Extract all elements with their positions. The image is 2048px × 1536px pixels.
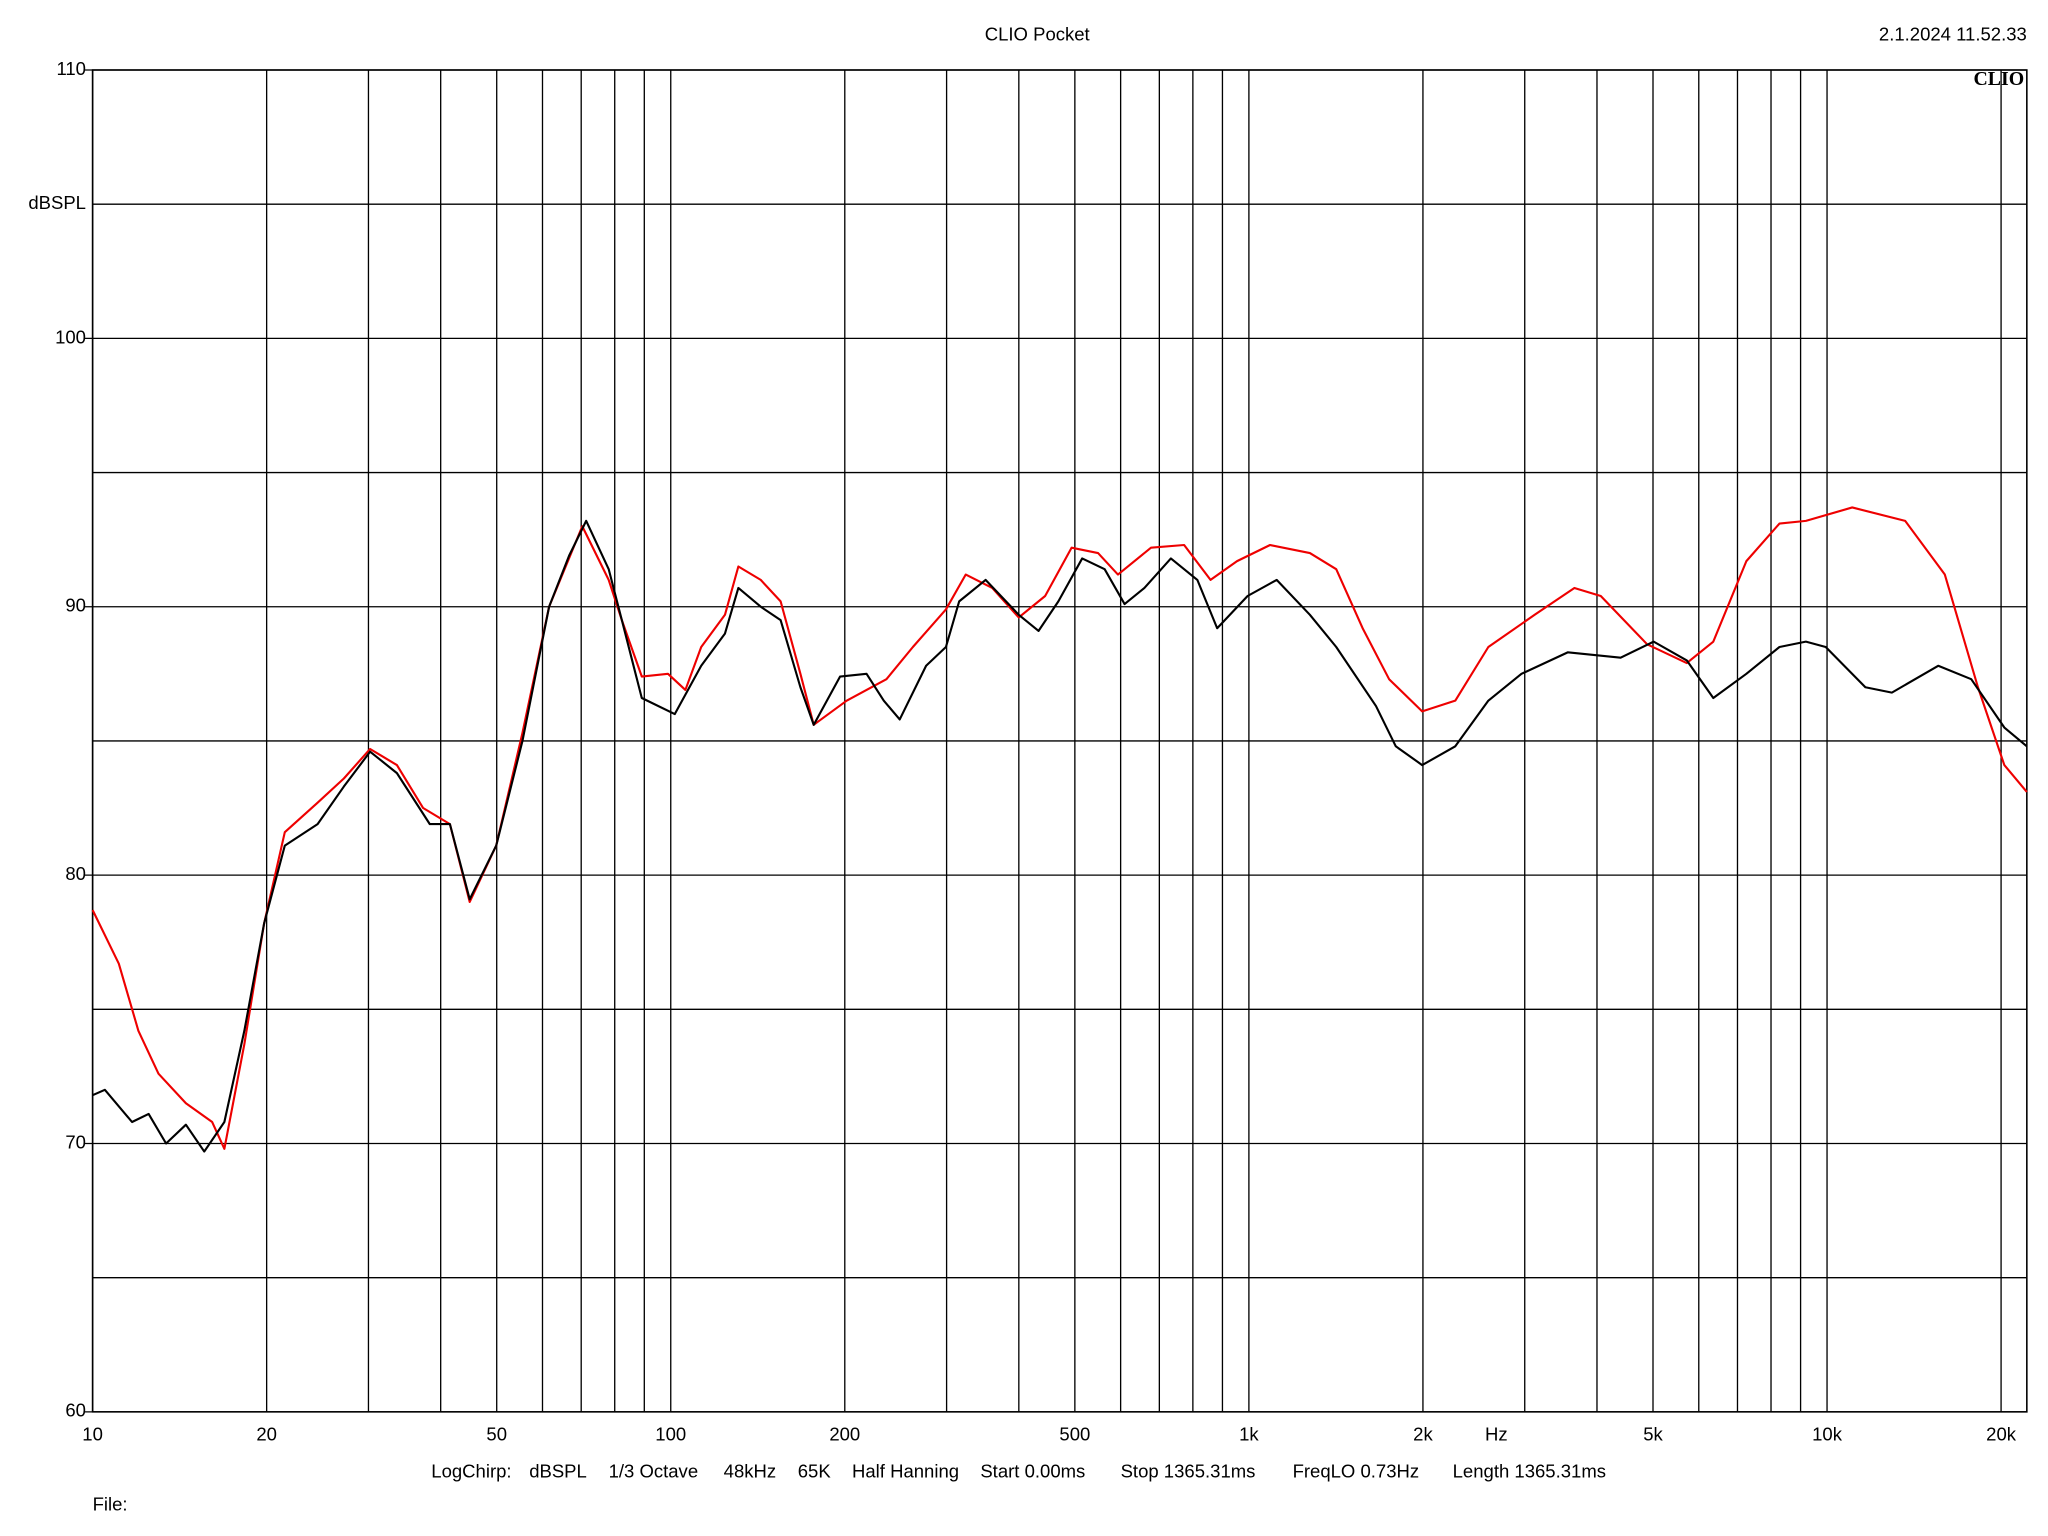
- footer-item: FreqLO 0.73Hz: [1293, 1461, 1420, 1482]
- timestamp: 2.1.2024 11.52.33: [1879, 24, 2027, 45]
- footer-item: Start 0.00ms: [980, 1461, 1085, 1482]
- x-tick-label: 1k: [1239, 1424, 1259, 1445]
- footer-item: Stop 1365.31ms: [1121, 1461, 1256, 1482]
- plot-frame: [91, 69, 2028, 1413]
- y-axis-label: dBSPL: [28, 192, 86, 213]
- y-tick-label: 70: [65, 1131, 86, 1152]
- x-tick-label: 20: [256, 1424, 277, 1445]
- y-tick-label: 90: [65, 595, 86, 616]
- x-tick-label: 500: [1059, 1424, 1090, 1445]
- footer-item: 65K: [798, 1461, 832, 1482]
- logo: CLIO: [1973, 68, 2024, 90]
- footer-item: 1/3 Octave: [609, 1461, 699, 1482]
- y-tick-label: 110: [56, 58, 86, 79]
- x-tick-label: 20k: [1986, 1424, 2017, 1445]
- file-label: File:: [93, 1494, 128, 1515]
- series-line: [91, 506, 2028, 1150]
- y-tick-label: 60: [65, 1400, 86, 1421]
- x-tick-label: 2k: [1413, 1424, 1433, 1445]
- y-tick-label: 100: [55, 326, 86, 347]
- footer-item: dBSPL: [529, 1461, 587, 1482]
- chart-title: CLIO Pocket: [985, 24, 1090, 45]
- x-tick-label: 5k: [1643, 1424, 1663, 1445]
- x-tick-label: 50: [486, 1424, 507, 1445]
- x-tick-label: 200: [829, 1424, 860, 1445]
- y-tick-label: 80: [65, 863, 86, 884]
- x-tick-label: 100: [655, 1424, 686, 1445]
- footer-item: 48kHz: [724, 1461, 776, 1482]
- footer-item: Half Hanning: [852, 1461, 959, 1482]
- series-line: [92, 519, 2028, 1153]
- footer-item: Length 1365.31ms: [1453, 1461, 1606, 1482]
- x-axis-label: Hz: [1485, 1424, 1508, 1445]
- footer-item: LogChirp:: [431, 1461, 511, 1482]
- x-tick-label: 10: [82, 1424, 103, 1445]
- x-tick-label: 10k: [1812, 1424, 1843, 1445]
